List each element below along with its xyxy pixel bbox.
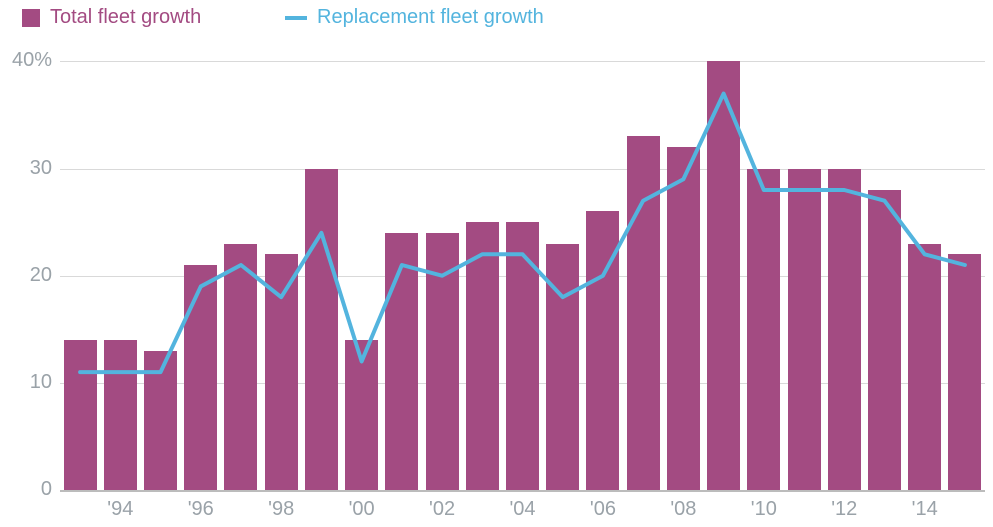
- x-tick-label: '08: [670, 498, 696, 521]
- x-tick-label: '02: [429, 498, 455, 521]
- line-series: [0, 0, 993, 527]
- x-tick-label: '06: [590, 498, 616, 521]
- chart-container: Total fleet growth Replacement fleet gro…: [0, 0, 993, 527]
- x-tick-label: '98: [268, 498, 294, 521]
- x-tick-label: '96: [188, 498, 214, 521]
- x-tick-label: '94: [107, 498, 133, 521]
- x-tick-label: '00: [349, 498, 375, 521]
- x-axis-line: [60, 490, 985, 492]
- x-tick-label: '04: [509, 498, 535, 521]
- line-path: [80, 94, 965, 373]
- x-tick-label: '14: [912, 498, 938, 521]
- x-tick-label: '12: [831, 498, 857, 521]
- x-tick-label: '10: [751, 498, 777, 521]
